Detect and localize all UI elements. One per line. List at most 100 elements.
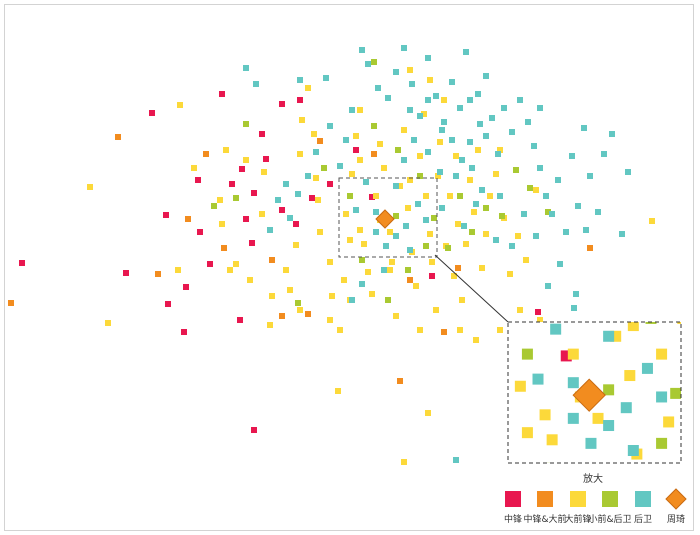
scatter-point (295, 300, 301, 306)
zoom-point (656, 391, 668, 403)
scatter-point (429, 273, 435, 279)
scatter-point (535, 309, 541, 315)
scatter-point (425, 97, 431, 103)
scatter-point (483, 133, 489, 139)
scatter-point (341, 277, 347, 283)
zoom-point (592, 412, 604, 424)
zoom-connector-line (434, 254, 509, 323)
scatter-point (385, 297, 391, 303)
scatter-point (531, 143, 537, 149)
scatter-point (471, 209, 477, 215)
scatter-point (337, 327, 343, 333)
scatter-point (433, 93, 439, 99)
scatter-point (609, 131, 615, 137)
scatter-point (239, 166, 245, 172)
scatter-point (441, 329, 447, 335)
scatter-point (269, 257, 275, 263)
zoom-point (620, 402, 632, 414)
scatter-point (305, 311, 311, 317)
legend-label: 小前&后卫 (588, 513, 631, 525)
scatter-point (287, 287, 293, 293)
scatter-point (545, 283, 551, 289)
scatter-point (359, 257, 365, 263)
zoom-panel-marks (508, 322, 681, 477)
legend-swatch (570, 491, 586, 507)
zoom-point (667, 466, 678, 477)
scatter-point (517, 307, 523, 313)
scatter-point (261, 169, 267, 175)
scatter-point (313, 149, 319, 155)
scatter-point (327, 317, 333, 323)
scatter-point (385, 95, 391, 101)
scatter-point (411, 137, 417, 143)
scatter-point (357, 157, 363, 163)
scatter-point (165, 301, 171, 307)
scatter-point (353, 147, 359, 153)
scatter-point (439, 127, 445, 133)
scatter-point (237, 317, 243, 323)
scatter-point (407, 107, 413, 113)
scatter-point (497, 327, 503, 333)
zoom-point (656, 348, 668, 360)
scatter-point (441, 97, 447, 103)
scatter-point (357, 227, 363, 233)
scatter-point (469, 229, 475, 235)
scatter-point (217, 197, 223, 203)
scatter-point (219, 91, 225, 97)
scatter-point (417, 113, 423, 119)
scatter-point (363, 179, 369, 185)
scatter-point (207, 261, 213, 267)
scatter-point (393, 313, 399, 319)
scatter-point (263, 156, 269, 162)
scatter-point (467, 177, 473, 183)
scatter-point (433, 307, 439, 313)
scatter-point (417, 153, 423, 159)
scatter-point (415, 201, 421, 207)
scatter-point (295, 191, 301, 197)
zoom-point (585, 437, 597, 449)
scatter-point (287, 215, 293, 221)
scatter-point (8, 300, 14, 306)
scatter-point (229, 181, 235, 187)
scatter-point (267, 322, 273, 328)
scatter-point (371, 151, 377, 157)
zoom-panel-border (507, 321, 682, 464)
scatter-point (423, 243, 429, 249)
scatter-point (183, 284, 189, 290)
scatter-point (19, 260, 25, 266)
scatter-point (155, 271, 161, 277)
scatter-point (149, 110, 155, 116)
legend-label: 中锋&大前 (523, 513, 566, 525)
scatter-point (327, 259, 333, 265)
scatter-point (497, 193, 503, 199)
scatter-point (499, 213, 505, 219)
scatter-point (361, 241, 367, 247)
scatter-point (483, 205, 489, 211)
scatter-point (413, 283, 419, 289)
zoom-point (610, 330, 622, 342)
scatter-point (323, 75, 329, 81)
scatter-point (407, 277, 413, 283)
legend-swatch (537, 491, 553, 507)
scatter-point (365, 61, 371, 67)
scatter-point (247, 277, 253, 283)
scatter-point (365, 269, 371, 275)
scatter-point (469, 165, 475, 171)
scatter-point (493, 171, 499, 177)
scatter-point (405, 205, 411, 211)
zoom-point (645, 322, 657, 324)
scatter-point (449, 137, 455, 143)
scatter-point (279, 101, 285, 107)
scatter-point (537, 317, 543, 323)
scatter-point (437, 169, 443, 175)
scatter-point (425, 55, 431, 61)
scatter-point (347, 237, 353, 243)
scatter-point (439, 205, 445, 211)
scatter-point (473, 201, 479, 207)
scatter-point (297, 151, 303, 157)
scatter-point (373, 193, 379, 199)
scatter-point (243, 216, 249, 222)
scatter-point (297, 307, 303, 313)
scatter-point (455, 265, 461, 271)
legend-swatch (635, 491, 651, 507)
